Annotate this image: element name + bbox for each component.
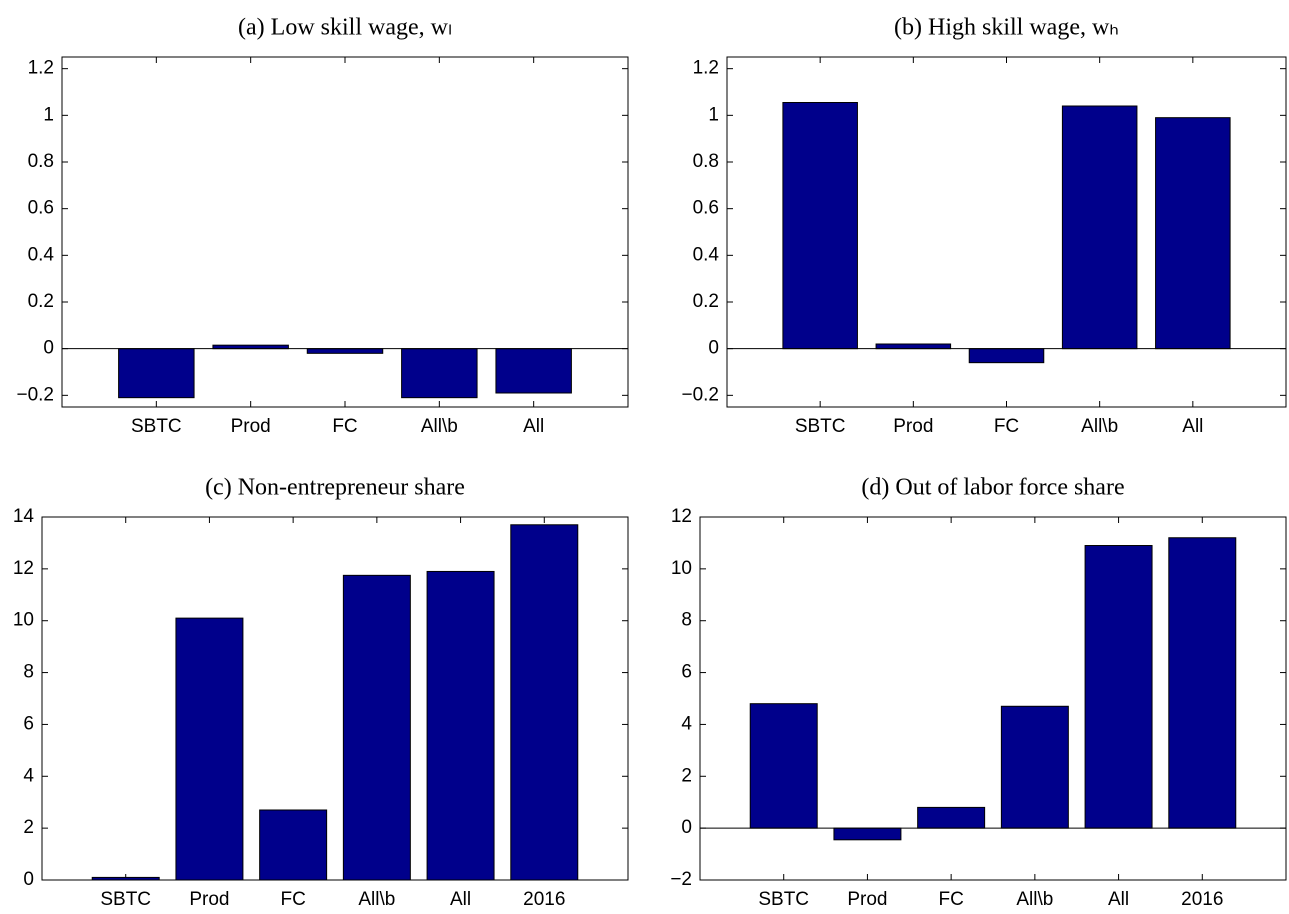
x-tick-label: All bbox=[450, 889, 471, 910]
bar bbox=[212, 344, 289, 350]
x-tick-label: 2016 bbox=[523, 889, 565, 910]
x-tick-label: Prod bbox=[189, 889, 229, 910]
bar bbox=[875, 343, 952, 350]
bar bbox=[510, 524, 579, 881]
y-tick-label: 12 bbox=[13, 558, 34, 579]
y-tick-label: 4 bbox=[681, 713, 692, 734]
x-tick-label: FC bbox=[280, 889, 305, 910]
x-tick-label: All\b bbox=[358, 889, 395, 910]
x-tick-label: SBTC bbox=[758, 889, 809, 910]
bar bbox=[342, 574, 411, 881]
y-tick-label: −0.2 bbox=[681, 384, 719, 405]
bar bbox=[259, 809, 328, 881]
y-tick-label: 10 bbox=[13, 610, 34, 631]
chart-title: (c) Non-entrepreneur share bbox=[205, 475, 465, 501]
axes-box bbox=[699, 516, 1287, 881]
y-tick-label: 2 bbox=[23, 817, 34, 838]
y-tick-label: 1.2 bbox=[28, 58, 54, 79]
chart-title: (b) High skill wage, wₕ bbox=[894, 15, 1119, 41]
axes-box bbox=[41, 516, 629, 881]
y-tick-label: 8 bbox=[681, 610, 692, 631]
x-tick-label: All\b bbox=[1081, 416, 1118, 437]
bar bbox=[1061, 105, 1138, 350]
bar bbox=[1168, 537, 1237, 829]
y-tick-label: 0.6 bbox=[693, 198, 719, 219]
y-tick-label: 0.4 bbox=[693, 244, 720, 265]
x-tick-label: SBTC bbox=[100, 889, 151, 910]
x-tick-label: Prod bbox=[231, 416, 271, 437]
bar bbox=[782, 102, 858, 350]
y-tick-label: 1.2 bbox=[693, 58, 719, 79]
y-tick-label: −0.2 bbox=[16, 384, 54, 405]
x-tick-label: All\b bbox=[421, 416, 458, 437]
chart-title: (d) Out of labor force share bbox=[861, 475, 1124, 501]
x-tick-label: SBTC bbox=[795, 416, 846, 437]
x-tick-label: 2016 bbox=[1181, 889, 1223, 910]
bar bbox=[118, 348, 195, 399]
bar bbox=[495, 348, 572, 394]
y-tick-label: 1 bbox=[708, 104, 719, 125]
y-tick-label: 12 bbox=[671, 506, 692, 527]
bar bbox=[917, 806, 986, 829]
y-tick-label: 10 bbox=[671, 558, 692, 579]
y-tick-label: 0.6 bbox=[28, 198, 54, 219]
y-tick-label: 6 bbox=[681, 662, 692, 683]
y-tick-label: 1 bbox=[43, 104, 54, 125]
bar bbox=[1000, 705, 1069, 829]
y-tick-label: 0 bbox=[681, 817, 692, 838]
x-tick-label: All bbox=[1108, 889, 1129, 910]
y-tick-label: 0 bbox=[43, 338, 54, 359]
x-tick-label: FC bbox=[994, 416, 1019, 437]
y-tick-label: 0.2 bbox=[28, 291, 54, 312]
y-tick-label: 6 bbox=[23, 713, 34, 734]
axes-box bbox=[61, 56, 629, 408]
x-tick-label: Prod bbox=[893, 416, 933, 437]
y-tick-label: 0.8 bbox=[28, 151, 54, 172]
y-tick-label: 8 bbox=[23, 662, 34, 683]
x-tick-label: All\b bbox=[1016, 889, 1053, 910]
x-tick-label: FC bbox=[938, 889, 963, 910]
bar bbox=[426, 570, 495, 881]
x-tick-label: SBTC bbox=[131, 416, 182, 437]
y-tick-label: 2 bbox=[681, 765, 692, 786]
x-tick-label: All bbox=[523, 416, 544, 437]
axes-box bbox=[726, 56, 1287, 408]
bar bbox=[749, 703, 818, 829]
y-tick-label: 0 bbox=[23, 869, 34, 890]
y-tick-label: 0 bbox=[708, 338, 719, 359]
y-tick-label: 0.8 bbox=[693, 151, 719, 172]
bar bbox=[1084, 545, 1153, 829]
bar bbox=[833, 827, 902, 841]
x-tick-label: All bbox=[1182, 416, 1203, 437]
y-tick-label: 14 bbox=[13, 506, 35, 527]
bar bbox=[401, 348, 478, 399]
bar bbox=[306, 348, 384, 354]
y-tick-label: 4 bbox=[23, 765, 34, 786]
x-tick-label: Prod bbox=[847, 889, 887, 910]
y-tick-label: −2 bbox=[670, 869, 692, 890]
y-tick-label: 0.2 bbox=[693, 291, 719, 312]
bar bbox=[175, 617, 244, 881]
bar bbox=[968, 348, 1045, 364]
chart-title: (a) Low skill wage, wₗ bbox=[238, 15, 452, 41]
x-tick-label: FC bbox=[332, 416, 357, 437]
bar bbox=[1155, 117, 1231, 350]
y-tick-label: 0.4 bbox=[28, 244, 55, 265]
